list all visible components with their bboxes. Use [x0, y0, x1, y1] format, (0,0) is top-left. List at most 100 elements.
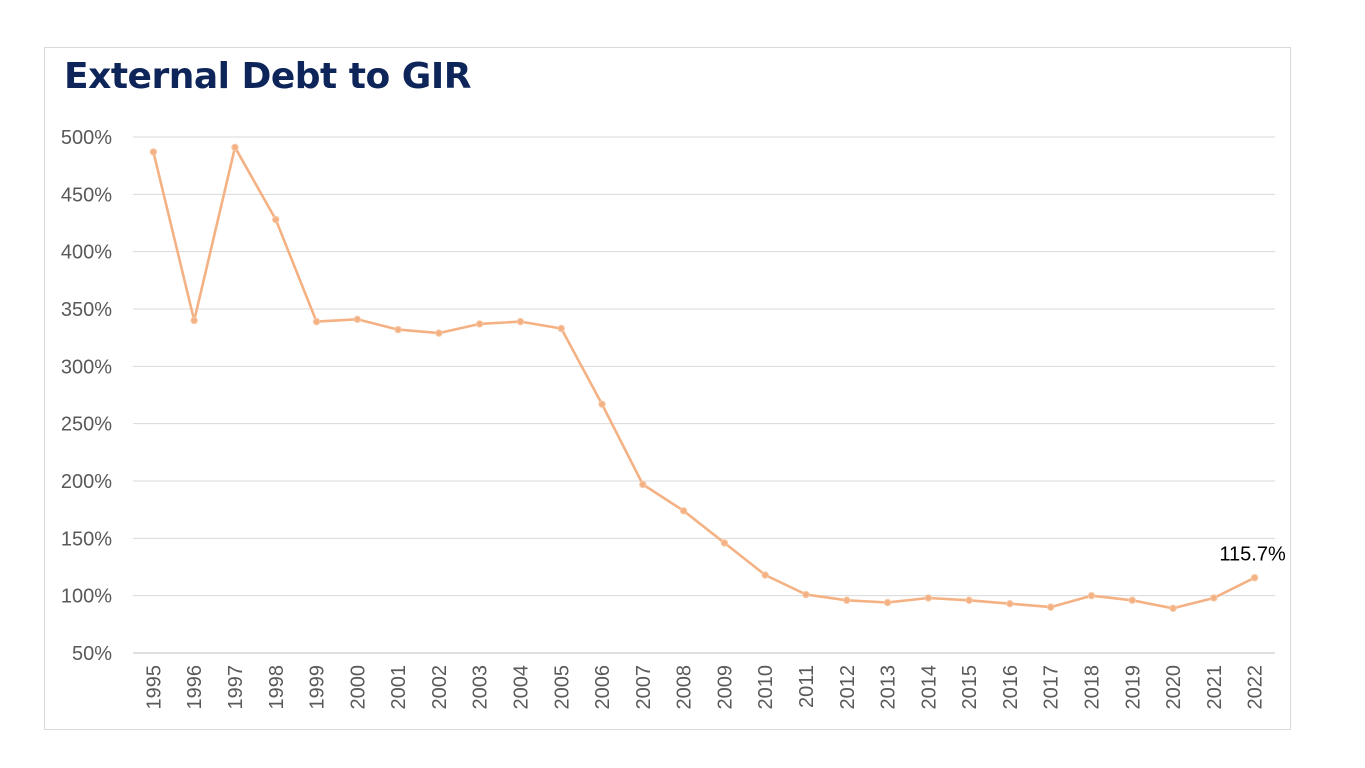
data-point: [231, 143, 239, 152]
data-point: [353, 315, 362, 324]
data-point: [802, 590, 810, 599]
x-tick: 1998: [266, 665, 288, 710]
x-tick: 2022: [1245, 665, 1267, 710]
data-point: [720, 539, 729, 547]
x-tick: 2000: [347, 665, 369, 710]
data-point: [475, 320, 484, 328]
x-tick-label: 2008: [674, 665, 696, 710]
x-tick-label: 1999: [307, 665, 329, 710]
x-tick: 2009: [714, 665, 736, 710]
data-point: [516, 317, 525, 326]
x-tick: 2007: [633, 665, 655, 710]
x-tick: 2005: [551, 665, 573, 710]
x-tick: 2001: [388, 665, 410, 710]
x-tick-label: 2014: [918, 665, 940, 710]
x-tick-label: 2004: [510, 665, 532, 710]
y-axis: 50% 100% 150% 200% 250% 300% 350% 400% 450% 500%: [61, 127, 112, 665]
data-point: [394, 325, 402, 334]
data-point: [312, 317, 321, 326]
data-point: [883, 598, 892, 607]
x-tick-label: 1995: [143, 665, 165, 710]
data-point: [1250, 573, 1259, 582]
data-point: [843, 596, 851, 604]
y-tick-label: 350%: [61, 299, 112, 321]
data-point: [435, 329, 443, 337]
x-tick: 2016: [1000, 665, 1022, 710]
x-tick: 2020: [1163, 665, 1185, 710]
data-point: [679, 507, 688, 515]
y-tick-label: 300%: [61, 356, 112, 378]
data-point: [190, 316, 198, 325]
data-point: [639, 480, 647, 489]
x-tick-label: 2010: [755, 665, 777, 710]
x-tick-label: 2011: [796, 665, 818, 708]
data-point: [761, 571, 769, 579]
x-tick: 2015: [959, 665, 981, 710]
series: [149, 143, 1259, 612]
x-tick-label: 2019: [1122, 665, 1144, 710]
x-tick: 1995: [143, 665, 165, 710]
y-tick-label: 150%: [61, 528, 112, 550]
x-tick: 2018: [1081, 665, 1103, 710]
x-tick-label: 2016: [1000, 665, 1022, 710]
x-tick-label: 2012: [837, 665, 859, 710]
data-point: [557, 324, 565, 333]
x-tick-label: 2006: [592, 665, 614, 710]
y-tick-label: 500%: [61, 127, 112, 149]
x-tick: 2013: [878, 665, 900, 710]
x-tick-label: 2018: [1081, 665, 1103, 710]
y-tick-label: 400%: [61, 242, 112, 264]
x-tick: 2010: [755, 665, 777, 710]
series-line: [152, 146, 1256, 610]
x-tick-label: 2009: [714, 665, 736, 710]
data-point: [924, 594, 933, 602]
y-tick-label: 250%: [61, 414, 112, 436]
data-point: [1046, 603, 1055, 611]
x-tick-label: 2017: [1041, 665, 1063, 710]
x-tick-label: 1998: [266, 665, 288, 710]
x-tick-label: 2022: [1245, 665, 1267, 710]
data-point: [1210, 594, 1218, 602]
data-labels: 115.7%: [1219, 544, 1286, 566]
x-tick-label: 2005: [551, 665, 573, 710]
x-tick-label: 1996: [184, 665, 206, 710]
x-tick-labels: 1995 1996 1997 1998 1999 2000 2001 2002 2003 2004…: [143, 665, 1266, 710]
x-tick-label: 2003: [470, 665, 492, 710]
x-tick-label: 2007: [633, 665, 655, 710]
x-tick: 1996: [184, 665, 206, 710]
y-tick-label: 100%: [61, 586, 112, 608]
x-tick-label: 2013: [878, 665, 900, 710]
x-tick-label: 2000: [347, 665, 369, 710]
x-tick: 2006: [592, 665, 614, 710]
chart-frame: [44, 47, 1291, 730]
x-tick: 2012: [837, 665, 859, 710]
x-tick: 2008: [674, 665, 696, 710]
x-tick-label: 1997: [225, 665, 247, 710]
x-tick: 2003: [470, 665, 492, 710]
x-tick-label: 2001: [388, 665, 410, 710]
x-tick: 2014: [918, 665, 940, 710]
x-tick: 2019: [1122, 665, 1144, 710]
data-point: [965, 596, 973, 604]
x-tick: 2004: [510, 665, 532, 710]
x-tick: 2017: [1041, 665, 1063, 710]
grid-lines: [133, 136, 1275, 597]
y-tick-label: 450%: [61, 184, 112, 206]
data-point: [149, 148, 158, 156]
x-tick-label: 2020: [1163, 665, 1185, 710]
data-point: [598, 400, 606, 408]
x-tick-label: 2021: [1204, 665, 1226, 710]
x-tick-label: 2015: [959, 665, 981, 710]
data-point: [1006, 599, 1014, 608]
data-point: [1169, 604, 1177, 612]
chart-title: External Debt to GIR: [64, 56, 471, 97]
y-tick-label: 200%: [61, 471, 112, 493]
x-tick: 2011: [796, 665, 818, 708]
x-tick: 2021: [1204, 665, 1226, 710]
data-point: [272, 215, 280, 224]
x-tick: 1997: [225, 665, 247, 710]
data-label: 115.7%: [1219, 544, 1286, 566]
x-tick-label: 2002: [429, 665, 451, 710]
x-tick: 2002: [429, 665, 451, 710]
y-tick-label: 50%: [72, 643, 112, 665]
